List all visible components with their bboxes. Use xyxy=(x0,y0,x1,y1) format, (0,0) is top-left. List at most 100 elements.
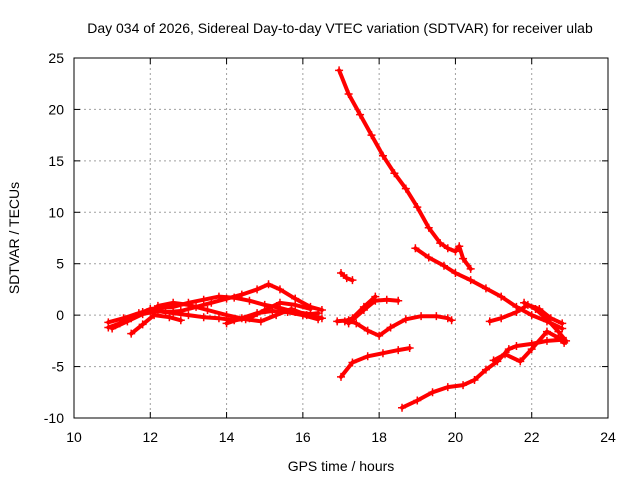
data-point xyxy=(542,327,551,336)
data-point xyxy=(417,312,426,321)
series-track-q xyxy=(520,298,571,345)
data-point xyxy=(558,319,567,328)
data-point xyxy=(562,336,571,345)
data-point xyxy=(352,319,361,328)
data-point xyxy=(237,314,246,323)
data-point xyxy=(485,317,494,326)
data-point xyxy=(386,323,395,332)
data-point xyxy=(253,285,262,294)
data-point xyxy=(527,311,536,320)
data-point xyxy=(283,308,292,317)
data-point xyxy=(542,315,551,324)
data-point xyxy=(359,302,368,311)
data-point xyxy=(512,342,521,350)
y-axis-label: SDTVAR / TECUs xyxy=(6,182,22,294)
data-point xyxy=(317,306,326,314)
data-point xyxy=(344,90,353,98)
series-line xyxy=(337,68,473,271)
data-point xyxy=(314,315,323,324)
data-point xyxy=(363,352,372,361)
series-track-n xyxy=(398,335,567,412)
data-point xyxy=(207,298,216,307)
data-point xyxy=(153,301,162,310)
data-point xyxy=(455,242,464,251)
data-point xyxy=(268,307,277,316)
data-point xyxy=(245,296,254,305)
series-track-e xyxy=(153,298,326,326)
data-point xyxy=(298,311,307,320)
series-track-b xyxy=(104,280,326,327)
data-point xyxy=(497,292,506,301)
data-point xyxy=(394,346,403,355)
data-point xyxy=(428,388,437,397)
data-point xyxy=(138,320,147,329)
data-point xyxy=(554,327,563,336)
data-point xyxy=(375,331,384,340)
y-tick-label: 5 xyxy=(56,256,64,272)
data-point xyxy=(214,314,223,323)
data-point xyxy=(184,311,193,320)
y-tick-label: 0 xyxy=(56,307,64,323)
data-point xyxy=(335,66,344,75)
x-tick-label: 24 xyxy=(600,429,616,445)
data-point xyxy=(348,358,357,367)
series-track-i xyxy=(337,268,357,285)
data-point xyxy=(127,329,136,338)
data-point xyxy=(451,247,460,256)
data-point xyxy=(470,375,479,384)
data-point xyxy=(520,298,529,307)
data-point xyxy=(542,336,551,345)
data-point xyxy=(481,284,490,293)
x-axis-label: GPS time / hours xyxy=(288,458,395,474)
y-tick-label: 25 xyxy=(48,50,64,66)
data-point xyxy=(516,357,525,366)
data-point xyxy=(306,304,315,313)
data-point xyxy=(378,349,387,358)
data-point xyxy=(459,381,468,390)
data-point xyxy=(104,318,113,327)
data-point xyxy=(138,310,147,319)
data-point xyxy=(405,344,414,353)
data-point xyxy=(504,345,513,354)
data-point xyxy=(466,264,475,273)
y-tick-label: 10 xyxy=(48,204,64,220)
data-point xyxy=(222,311,231,320)
series-track-l xyxy=(340,292,380,326)
y-tick-label: 15 xyxy=(48,153,64,169)
data-point xyxy=(424,223,433,232)
data-point xyxy=(527,345,536,354)
x-tick-label: 14 xyxy=(219,429,235,445)
data-point xyxy=(176,316,185,325)
data-point xyxy=(413,203,422,212)
data-point xyxy=(199,313,208,322)
y-tick-label: -5 xyxy=(52,359,65,375)
y-tick-label: -10 xyxy=(44,410,64,426)
data-point xyxy=(237,290,246,299)
x-tick-label: 18 xyxy=(371,429,387,445)
data-point xyxy=(413,396,422,405)
data-point xyxy=(256,317,265,326)
data-point xyxy=(411,244,420,253)
data-series xyxy=(104,66,571,412)
data-point xyxy=(371,292,380,301)
data-point xyxy=(443,244,452,253)
series-track-m xyxy=(337,344,414,381)
data-point xyxy=(390,169,399,178)
data-point xyxy=(382,295,391,304)
data-point xyxy=(459,254,468,263)
data-point xyxy=(401,184,410,193)
data-point xyxy=(451,268,460,277)
data-point xyxy=(264,280,273,289)
data-point xyxy=(367,131,376,140)
data-point xyxy=(466,276,475,285)
data-point xyxy=(123,317,132,326)
data-point xyxy=(222,294,231,303)
data-point xyxy=(275,285,284,294)
data-point xyxy=(363,326,372,335)
series-track-d xyxy=(127,311,185,338)
axis-ticks: 10 12 14 16 18 20 22 24 25 20 15 10 5 0 -5 -10 xyxy=(44,50,616,445)
data-point xyxy=(291,300,300,309)
data-point xyxy=(424,253,433,262)
data-point xyxy=(378,151,387,160)
x-tick-label: 16 xyxy=(295,429,311,445)
